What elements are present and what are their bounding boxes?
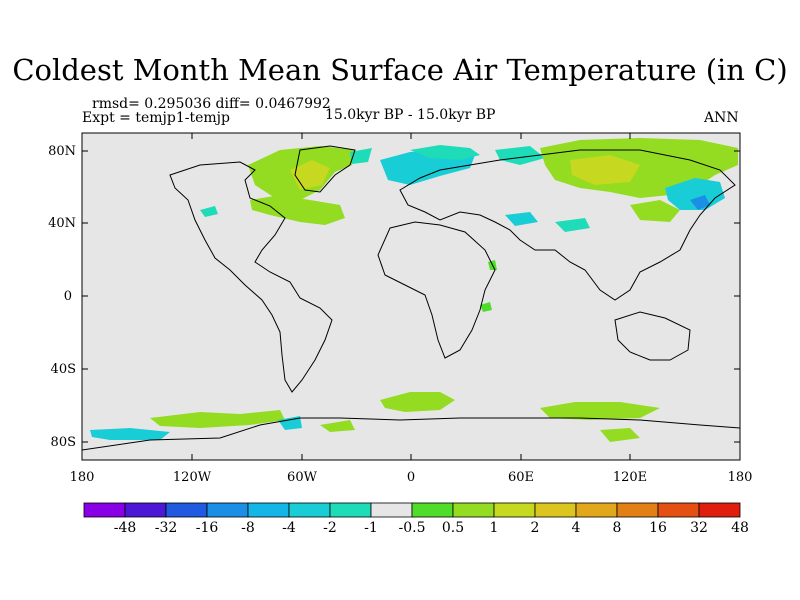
colorbar-swatch [493, 502, 536, 518]
colorbar-label: -48 [114, 520, 137, 536]
y-tick-label: 40S [51, 362, 76, 377]
x-tick-label: 0 [407, 470, 415, 485]
colorbar-labels: -48 -32 -16 -8 -4 -2 -1 -0.5 0.5 1 2 4 8 16 32 48 [114, 520, 749, 536]
colorbar-swatch [165, 502, 208, 518]
anomaly-patch [278, 416, 302, 430]
coastline-greenland [294, 145, 356, 193]
colorbar-swatch [124, 502, 167, 518]
colorbar-swatch [206, 502, 249, 518]
colorbar-label: -32 [155, 520, 178, 536]
colorbar-label: -0.5 [399, 520, 426, 536]
x-tick-label: 60W [287, 470, 318, 485]
x-tick-label: 180 [70, 470, 95, 485]
colorbar-label: 16 [649, 520, 667, 536]
colorbar-swatch [288, 502, 331, 518]
anomaly-patch [410, 145, 480, 160]
colorbar-swatch [657, 502, 700, 518]
anomaly-patch [320, 420, 355, 432]
coastline-africa [377, 221, 496, 359]
coastlines [82, 145, 740, 451]
x-tick-label: 60E [508, 470, 534, 485]
experiment-label: Expt = temjp1-temjp [82, 110, 230, 126]
colorbar-label: -1 [364, 520, 378, 536]
anomaly-patch [690, 195, 710, 210]
colorbar-swatch [83, 502, 126, 518]
colorbar [83, 502, 741, 518]
colorbar-label: 2 [531, 520, 540, 536]
colorbar-swatch [534, 502, 577, 518]
period-label: 15.0kyr BP - 15.0kyr BP [325, 107, 496, 123]
rmsd-diff-text: rmsd= 0.295036 diff= 0.0467992 [92, 96, 331, 112]
y-tick-label: 40N [48, 216, 76, 231]
colorbar-swatch [698, 502, 741, 518]
anomaly-patch [505, 212, 538, 226]
x-axis: 180 120W 60W 0 60E 120E 180 [70, 133, 753, 485]
colorbar-label: -2 [323, 520, 337, 536]
colorbar-swatch [411, 502, 454, 518]
coastline-eurasia [399, 149, 736, 301]
anomaly-patch [380, 392, 455, 412]
anomaly-patch [495, 146, 545, 165]
x-tick-label: 180 [728, 470, 753, 485]
y-tick-label: 0 [64, 289, 72, 304]
colorbar-swatch [452, 502, 495, 518]
y-axis: 80N 40N 0 40S 80S [48, 144, 740, 450]
x-tick-label: 120W [173, 470, 212, 485]
colorbar-swatch [370, 502, 413, 518]
anomaly-patch [250, 195, 345, 225]
colorbar-label: -16 [196, 520, 219, 536]
anomaly-patch [555, 218, 590, 232]
colorbar-swatch [616, 502, 659, 518]
colorbar-swatch [575, 502, 618, 518]
x-tick-label: 120E [613, 470, 647, 485]
colorbar-label: -4 [282, 520, 296, 536]
anomaly-patch [200, 206, 218, 217]
colorbar-label: 48 [731, 520, 749, 536]
coastline-australia [614, 311, 691, 361]
anomaly-field [90, 138, 738, 442]
y-tick-label: 80N [48, 144, 76, 159]
colorbar-label: 1 [490, 520, 499, 536]
anomaly-patch [570, 155, 640, 185]
anomaly-patch [480, 302, 492, 312]
anomaly-patch [665, 178, 725, 210]
colorbar-label: -8 [241, 520, 255, 536]
anomaly-patch [600, 428, 640, 442]
colorbar-swatch [329, 502, 372, 518]
season-label: ANN [704, 110, 739, 126]
colorbar-label: 0.5 [442, 520, 464, 536]
colorbar-label: 8 [613, 520, 622, 536]
y-tick-label: 80S [51, 435, 76, 450]
coastline-antarctica [82, 417, 740, 451]
colorbar-label: 32 [690, 520, 708, 536]
anomaly-patch [350, 148, 372, 164]
anomaly-patch [540, 402, 660, 420]
anomaly-patch [150, 410, 285, 428]
colorbar-swatch [247, 502, 290, 518]
coastline-americas [169, 161, 333, 393]
map-title: Coldest Month Mean Surface Air Temperatu… [12, 53, 788, 87]
colorbar-label: 4 [572, 520, 581, 536]
anomaly-patch [630, 200, 680, 222]
anomaly-patch [90, 428, 170, 440]
